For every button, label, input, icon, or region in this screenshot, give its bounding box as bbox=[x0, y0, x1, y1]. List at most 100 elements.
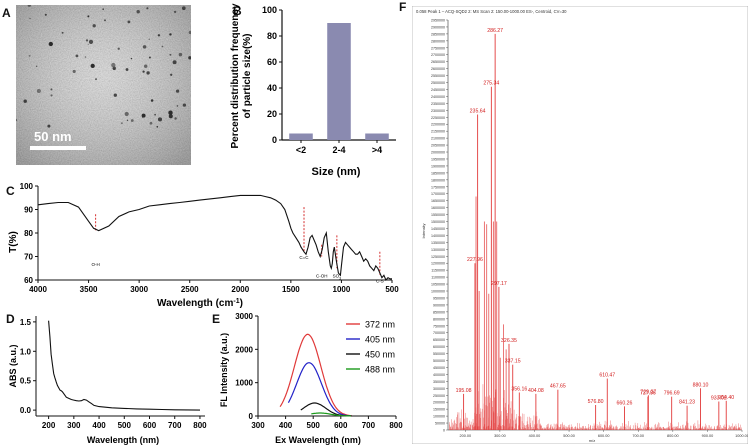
c-ylabel: T(%) bbox=[8, 231, 19, 253]
d-x-tick-label: 800 bbox=[193, 421, 207, 430]
e-xlabel: Ex Wavelength (nm) bbox=[275, 435, 361, 445]
f-peak-label: 610.47 bbox=[599, 373, 615, 379]
nanoparticle-dot bbox=[113, 93, 117, 97]
c-y-tick-label: 80 bbox=[24, 229, 33, 238]
panel-letter-e: E bbox=[212, 312, 221, 326]
f-y-tick-label: 650000 bbox=[433, 338, 445, 342]
f-major-peaks: 286.27 275.34 235.64 227.96 297.17 326.35 337.… bbox=[456, 28, 734, 430]
nanoparticle-dot bbox=[142, 45, 147, 49]
nanoparticle-dot bbox=[126, 119, 129, 121]
nanoparticle-dot bbox=[102, 8, 104, 10]
nanoparticle-dot bbox=[141, 113, 146, 118]
c-annotation-label: C-OH bbox=[316, 274, 328, 279]
scale-bar bbox=[30, 146, 86, 150]
d-absorbance-line bbox=[48, 320, 201, 411]
f-x-tick-label: 300.00 bbox=[494, 434, 506, 438]
nanoparticle-dot bbox=[88, 39, 94, 45]
nanoparticle-dot bbox=[168, 110, 173, 115]
nanoparticle-dot bbox=[156, 125, 159, 128]
f-peak-label: 337.15 bbox=[505, 359, 521, 365]
c-axes: 60 70 80 90 100 4000 3500 3000 2500 2000 1500 1000 5… bbox=[20, 182, 400, 294]
c-x-tick-label: 500 bbox=[385, 285, 399, 294]
f-x-tick-label: 500.00 bbox=[563, 434, 575, 438]
nanoparticle-dot bbox=[188, 30, 191, 35]
c-xlabel-sup: -1 bbox=[233, 298, 239, 305]
f-y-tick-label: 400000 bbox=[433, 373, 445, 377]
c-annotation-label: C-S bbox=[376, 278, 384, 283]
size-distribution-chart: Percent distribution frequency of partic… bbox=[230, 3, 396, 178]
c-x-tick-label: 2500 bbox=[181, 285, 199, 294]
nanoparticle-dot bbox=[92, 24, 96, 28]
nanoparticle-dot bbox=[27, 5, 31, 7]
nanoparticle-dot bbox=[144, 64, 148, 68]
f-peak-label: 796.69 bbox=[664, 391, 680, 397]
f-y-tick-label: 1350000 bbox=[431, 241, 445, 245]
d-y-tick-label: 1.5 bbox=[20, 318, 32, 327]
nanoparticle-dot bbox=[148, 56, 151, 59]
f-y-tick-label: 0 bbox=[443, 429, 445, 433]
nanoparticle-dot bbox=[120, 122, 123, 125]
d-axes: 0.0 0.5 1.0 1.5 200 300 400 500 600 700 800 bbox=[20, 316, 207, 430]
f-y-tick-label: 1450000 bbox=[431, 227, 445, 231]
nanoparticle-dot bbox=[87, 43, 89, 45]
f-x-tick-label: 400.00 bbox=[529, 434, 541, 438]
f-y-tick-label: 1300000 bbox=[431, 248, 445, 252]
e-ylabel: FL Intensity (a.u.) bbox=[219, 333, 229, 407]
f-y-tick-label: 1650000 bbox=[431, 199, 445, 203]
f-y-tick-label: 1950000 bbox=[431, 157, 445, 161]
c-annotation-subscript: 3 bbox=[339, 277, 341, 281]
e-x-tick-label: 500 bbox=[307, 421, 321, 430]
f-peak-label: 880.10 bbox=[693, 382, 709, 388]
panel-letter-d: D bbox=[6, 312, 15, 326]
e-y-tick-label: 3000 bbox=[235, 312, 253, 321]
f-peak-label: 235.64 bbox=[470, 109, 486, 115]
nanoparticle-dot bbox=[148, 38, 150, 41]
nanoparticle-dot bbox=[36, 88, 41, 94]
f-peak-label: 297.17 bbox=[491, 281, 507, 287]
c-x-tick-label: 1000 bbox=[333, 285, 351, 294]
f-y-tick-label: 1700000 bbox=[431, 192, 445, 196]
nanoparticle-dot bbox=[142, 70, 145, 73]
f-y-tick-label: 450000 bbox=[433, 366, 445, 370]
nanoparticle-dot bbox=[72, 69, 76, 74]
c-annotation-label: O-H bbox=[92, 262, 100, 267]
f-peak-label: 227.96 bbox=[467, 257, 483, 263]
nanoparticle-dot bbox=[44, 13, 47, 16]
c-y-tick-label: 60 bbox=[24, 276, 33, 285]
nanoparticle-dot bbox=[48, 41, 53, 47]
b-ylabel-line2: of particle size(%) bbox=[242, 33, 253, 118]
c-x-tick-label: 3000 bbox=[130, 285, 148, 294]
e-y-tick-label: 0 bbox=[249, 412, 254, 421]
f-y-tick-label: 550000 bbox=[433, 352, 445, 356]
nanoparticle-dot bbox=[172, 60, 177, 65]
d-y-tick-label: 0.5 bbox=[20, 377, 32, 386]
f-y-tick-label: 2900000 bbox=[431, 25, 445, 29]
f-y-tick-label: 2700000 bbox=[431, 53, 445, 57]
f-peak-label: 576.80 bbox=[588, 399, 604, 405]
f-y-tick-label: 1500000 bbox=[431, 220, 445, 224]
nanoparticle-dot bbox=[111, 62, 116, 68]
b-x-tick-label: <2 bbox=[296, 145, 306, 155]
mass-spectrum-chart: 0.058 Peak 1 – ACQ-SQD2 2: MS Scan 2: 15… bbox=[412, 6, 748, 444]
f-y-tick-label: 1550000 bbox=[431, 213, 445, 217]
b-bars bbox=[289, 23, 389, 140]
nanoparticle-dot bbox=[28, 55, 31, 57]
nanoparticle-dot bbox=[125, 68, 129, 71]
b-ylabel: Percent distribution frequency of partic… bbox=[230, 3, 253, 148]
e-series-line bbox=[311, 412, 352, 417]
f-x-tick-label: 600.00 bbox=[598, 434, 610, 438]
e-series-line bbox=[287, 362, 352, 417]
f-y-tick-label: 700000 bbox=[433, 331, 445, 335]
b-x-tick-label: 2-4 bbox=[332, 145, 345, 155]
f-y-tick-label: 2250000 bbox=[431, 116, 445, 120]
f-peak-label: 356.16 bbox=[511, 386, 527, 392]
f-peak-label: 326.35 bbox=[501, 338, 517, 344]
e-series-lines bbox=[279, 333, 352, 417]
f-x-tick-label: 700.00 bbox=[632, 434, 644, 438]
f-y-tick-label: 1100000 bbox=[431, 276, 445, 280]
e-x-tick-label: 400 bbox=[279, 421, 293, 430]
f-x-tick-label: 900.00 bbox=[702, 434, 714, 438]
d-y-tick-label: 0.0 bbox=[20, 406, 32, 415]
e-legend-label: 372 nm bbox=[365, 320, 395, 330]
panel-letter-c: C bbox=[6, 184, 15, 198]
